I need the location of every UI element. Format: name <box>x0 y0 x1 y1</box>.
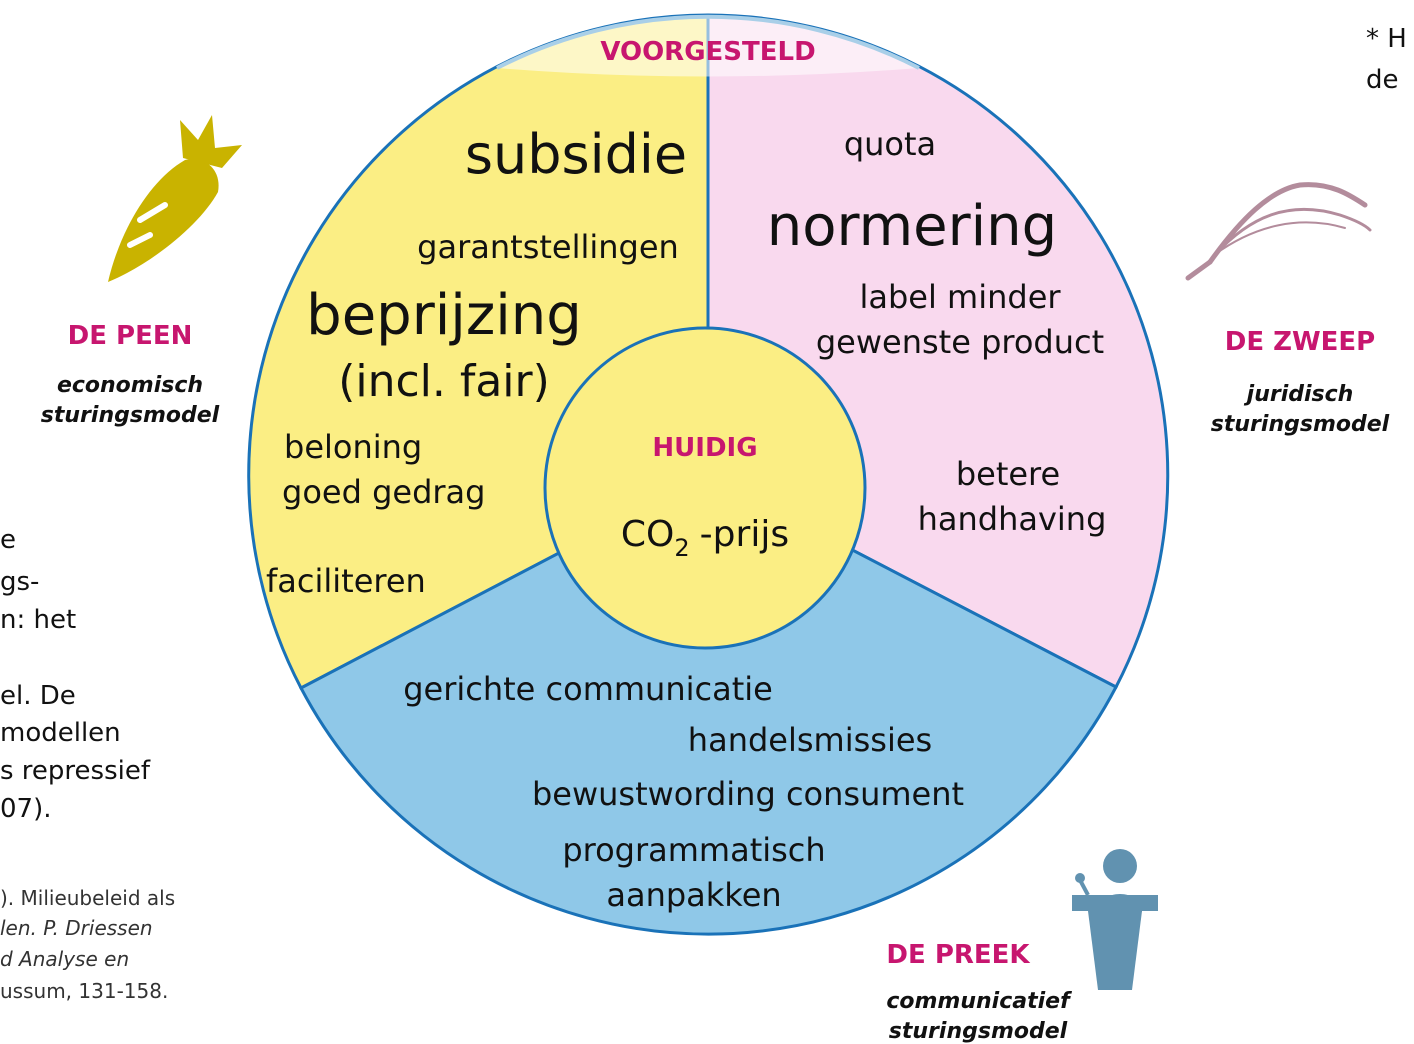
item: aanpakken <box>606 876 781 914</box>
side-text: e gs- n: het el. De modellen s repressie… <box>0 525 151 824</box>
item: quota <box>844 125 936 163</box>
center-item: CO2 -prijs <box>621 514 789 562</box>
item: subsidie <box>465 123 687 186</box>
top-band <box>497 16 919 77</box>
item: handhaving <box>918 500 1107 538</box>
model-subtitle: juridisch <box>1244 382 1354 407</box>
center-label: HUIDIG <box>652 433 757 463</box>
side-line: n: het <box>0 605 76 635</box>
speaker-icon <box>1072 849 1158 990</box>
side-line: el. De <box>0 681 76 711</box>
item: goed gedrag <box>282 473 485 511</box>
item: beloning <box>284 428 422 466</box>
item: label minder <box>859 278 1061 316</box>
side-line: 07). <box>0 794 52 824</box>
side-line: s repressief <box>0 756 151 786</box>
item: gewenste product <box>816 323 1104 361</box>
item: gerichte communicatie <box>403 670 773 708</box>
top-label: VOORGESTELD <box>600 37 815 67</box>
item: programmatisch <box>562 831 825 869</box>
reference: len. P. Driessen <box>0 916 153 940</box>
item: bewustwording consument <box>532 775 964 813</box>
bottom-sector <box>298 473 1119 936</box>
side-line: gs- <box>0 567 39 597</box>
reference: d Analyse en <box>0 947 129 971</box>
item: normering <box>767 194 1057 259</box>
model-subtitle: sturingsmodel <box>1211 412 1390 437</box>
reference: ). Milieubeleid als <box>0 886 175 910</box>
model-subtitle: sturingsmodel <box>889 1019 1068 1044</box>
model-subtitle: economisch <box>57 373 203 398</box>
model-title: DE PREEK <box>886 940 1030 970</box>
side-line: modellen <box>0 718 121 748</box>
item: handelsmissies <box>688 721 932 759</box>
carrot-icon <box>108 115 242 282</box>
model-subtitle: communicatief <box>886 989 1072 1014</box>
top-band-edge <box>496 14 920 70</box>
reference: ussum, 131-158. <box>0 979 168 1003</box>
item: faciliteren <box>266 562 426 600</box>
item: (incl. fair) <box>338 356 550 407</box>
note: * H <box>1366 24 1407 54</box>
model-title: DE PEEN <box>68 321 193 351</box>
whip-icon <box>1185 182 1372 281</box>
item: beprijzing <box>306 283 582 348</box>
model-subtitle: sturingsmodel <box>41 403 220 428</box>
item: garantstellingen <box>417 228 679 266</box>
inner-circle <box>543 326 867 650</box>
model-title: DE ZWEEP <box>1225 327 1376 357</box>
note: de <box>1366 65 1399 95</box>
item: betere <box>956 455 1060 493</box>
side-line: e <box>0 525 16 555</box>
